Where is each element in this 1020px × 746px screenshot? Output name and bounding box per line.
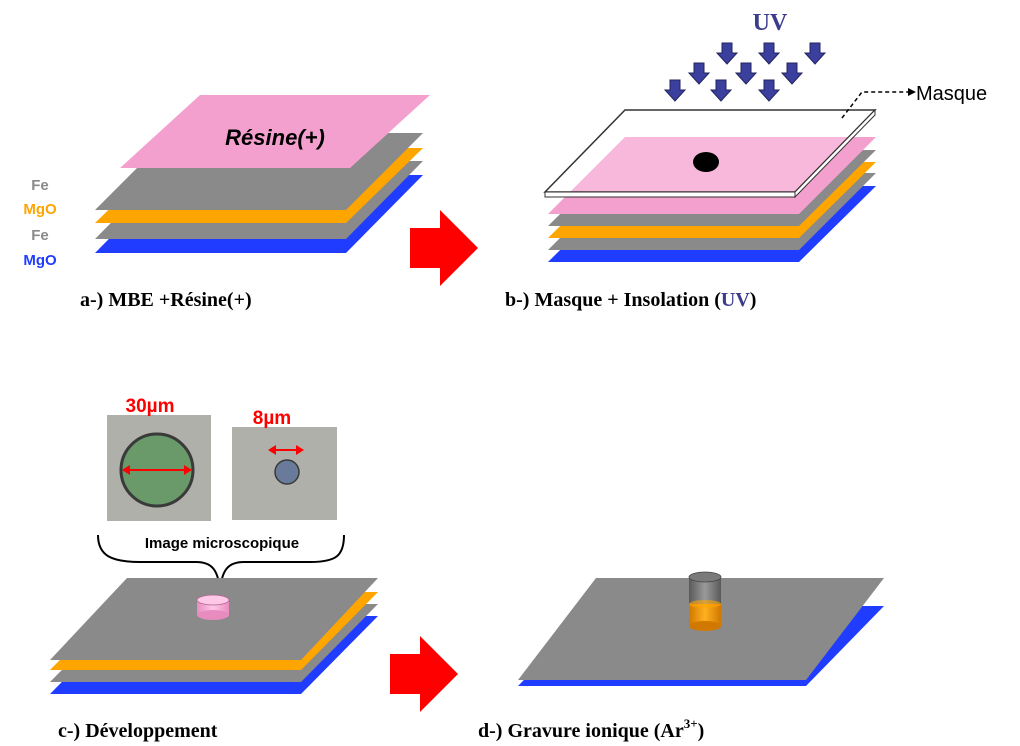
panel-c: 30µm 8µm Image microscopique c-) Dévelop… bbox=[50, 396, 378, 742]
resin-pillar-top bbox=[196, 594, 230, 606]
caption-a: a-) MBE +Résine(+) bbox=[80, 289, 252, 311]
process-arrow-2 bbox=[390, 636, 458, 712]
panel-b: UV Masque b-) Masque + Insolation (UV) bbox=[505, 10, 987, 311]
dimension-head bbox=[122, 465, 130, 475]
uv-arrow bbox=[687, 62, 711, 85]
pillar-bottom bbox=[689, 621, 721, 631]
resin-label: Résine(+) bbox=[225, 125, 325, 150]
layer-label-fe-2: Fe bbox=[31, 227, 49, 244]
caption-d: d-) Gravure ionique (Ar3+) bbox=[478, 716, 704, 742]
size-large-label: 30µm bbox=[126, 396, 175, 417]
resin-pillar-bottom bbox=[197, 610, 229, 620]
resin-layer bbox=[120, 95, 430, 168]
pillar-mgo bbox=[689, 604, 721, 626]
pillar-mid bbox=[689, 600, 721, 608]
microscope-label: Image microscopique bbox=[145, 535, 299, 552]
dimension-head bbox=[296, 445, 304, 455]
mask-label: Masque bbox=[916, 83, 987, 105]
process-arrow-1 bbox=[410, 210, 478, 286]
layer-label-mgo-1: MgO bbox=[23, 201, 57, 218]
uv-arrow bbox=[715, 42, 739, 65]
size-small-label: 8µm bbox=[253, 408, 291, 429]
uv-arrow bbox=[780, 62, 804, 85]
mask-dot bbox=[693, 152, 719, 172]
caption-b-main: b-) Masque + Insolation ( bbox=[505, 289, 721, 311]
caption-d-end: ) bbox=[698, 720, 705, 742]
uv-arrow bbox=[709, 79, 733, 102]
mask-plate-side bbox=[794, 108, 876, 199]
caption-b-uv: UV bbox=[721, 289, 750, 311]
uv-arrow bbox=[757, 42, 781, 65]
panel-a: Résine(+) Fe MgO Fe MgO a-) MBE +Résine(… bbox=[23, 95, 430, 311]
mask-plate-edge bbox=[544, 191, 796, 198]
caption-b-end: ) bbox=[750, 289, 757, 311]
uv-arrows bbox=[663, 42, 827, 102]
uv-arrow bbox=[663, 79, 687, 102]
micro-dot-small bbox=[274, 459, 300, 485]
panel-d: d-) Gravure ionique (Ar3+) bbox=[478, 571, 884, 742]
dimension-head bbox=[184, 465, 192, 475]
uv-arrow bbox=[757, 79, 781, 102]
caption-d-main: d-) Gravure ionique (Ar bbox=[478, 720, 684, 742]
layer-label-mgo-2: MgO bbox=[23, 252, 57, 269]
mask-pointer-head bbox=[908, 88, 916, 96]
uv-arrow bbox=[734, 62, 758, 85]
mask-pointer bbox=[841, 91, 908, 119]
caption-c: c-) Développement bbox=[58, 720, 218, 742]
uv-label: UV bbox=[753, 10, 788, 36]
caption-d-sup: 3+ bbox=[684, 716, 698, 731]
caption-b: b-) Masque + Insolation (UV) bbox=[505, 289, 756, 311]
dimension-head bbox=[268, 445, 276, 455]
pillar-top bbox=[688, 571, 722, 583]
uv-arrow bbox=[803, 42, 827, 65]
layer-label-fe-1: Fe bbox=[31, 177, 49, 194]
